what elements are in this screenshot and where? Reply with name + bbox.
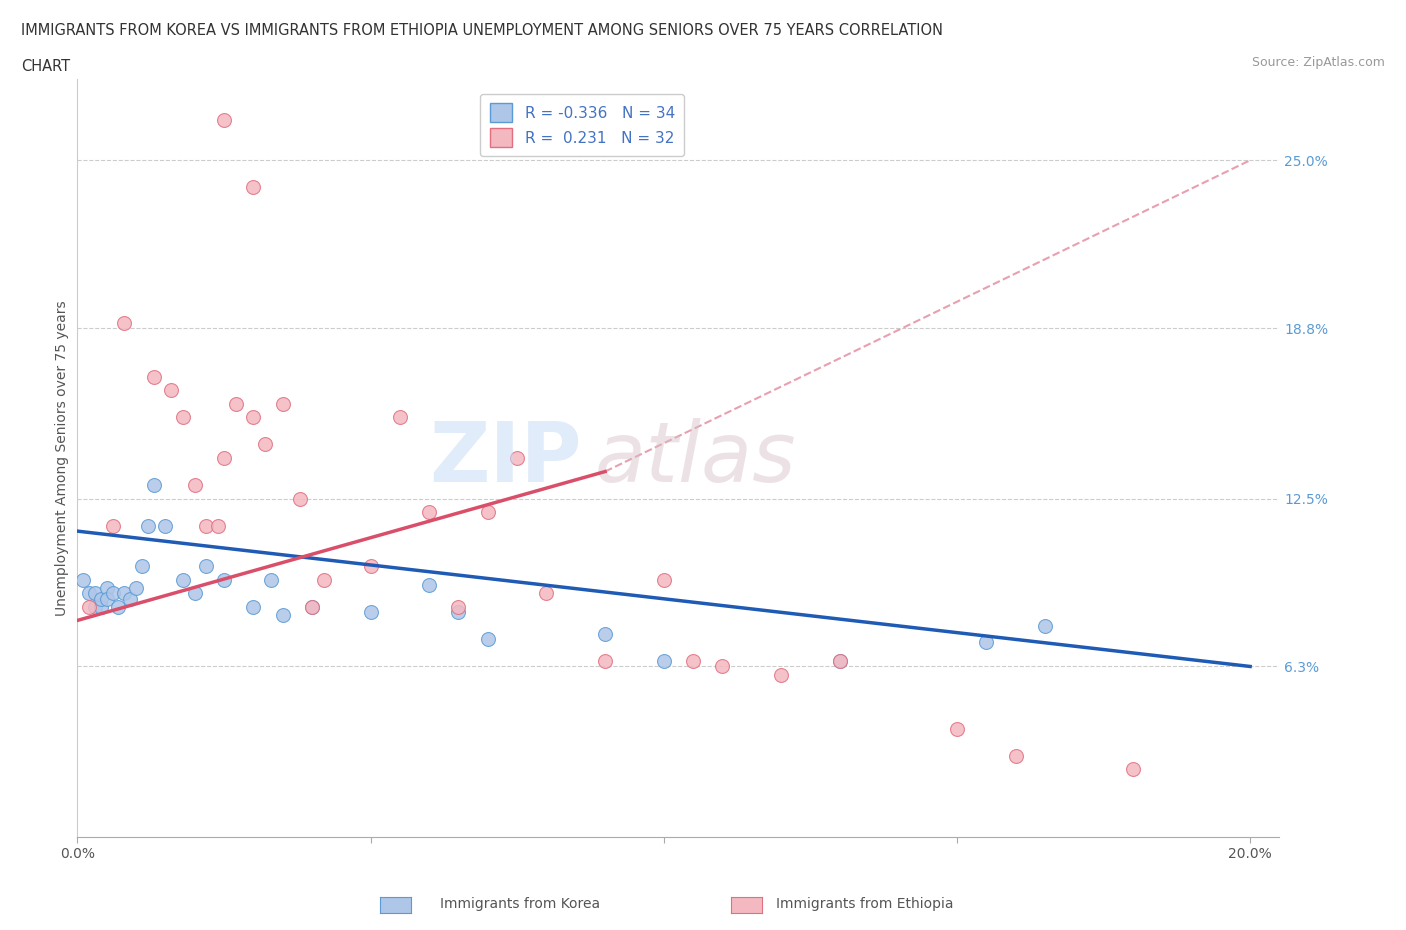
Point [271, 396, 294, 411]
Point [1004, 749, 1026, 764]
Point [125, 580, 148, 595]
Point [172, 410, 194, 425]
Point [225, 396, 247, 411]
Point [447, 604, 470, 619]
Point [301, 600, 323, 615]
Point [155, 518, 177, 533]
Text: IMMIGRANTS FROM KOREA VS IMMIGRANTS FROM ETHIOPIA UNEMPLOYMENT AMONG SENIORS OVE: IMMIGRANTS FROM KOREA VS IMMIGRANTS FROM… [21, 23, 943, 38]
Text: atlas: atlas [595, 418, 796, 498]
Point [212, 113, 235, 127]
Text: ZIP: ZIP [430, 418, 582, 498]
Point [260, 572, 283, 587]
Text: Immigrants from Ethiopia: Immigrants from Ethiopia [776, 897, 953, 911]
Point [477, 632, 499, 647]
Point [77, 586, 100, 601]
Point [112, 315, 135, 330]
Point [84, 600, 107, 615]
Y-axis label: Unemployment Among Seniors over 75 years: Unemployment Among Seniors over 75 years [55, 300, 69, 616]
Point [142, 478, 165, 493]
Point [682, 654, 704, 669]
Point [131, 559, 153, 574]
Point [195, 518, 218, 533]
Legend: R = -0.336   N = 34, R =  0.231   N = 32: R = -0.336 N = 34, R = 0.231 N = 32 [481, 94, 685, 156]
Point [360, 559, 382, 574]
Point [593, 654, 616, 669]
Point [974, 634, 997, 649]
Point [212, 451, 235, 466]
Point [242, 600, 264, 615]
Point [242, 410, 264, 425]
Point [477, 505, 499, 520]
Point [101, 518, 124, 533]
Point [90, 591, 112, 606]
Point [253, 437, 276, 452]
Point [172, 572, 194, 587]
Point [828, 654, 851, 669]
Point [288, 491, 311, 506]
Point [593, 627, 616, 642]
Point [107, 600, 129, 615]
Point [77, 600, 100, 615]
Point [84, 586, 107, 601]
Point [828, 654, 851, 669]
Point [301, 600, 323, 615]
Point [1033, 618, 1056, 633]
Point [312, 572, 335, 587]
Point [388, 410, 411, 425]
Point [136, 518, 159, 533]
Point [142, 369, 165, 384]
Point [72, 572, 94, 587]
Point [195, 559, 218, 574]
Point [96, 591, 118, 606]
Point [101, 586, 124, 601]
Point [271, 607, 294, 622]
Text: CHART: CHART [21, 59, 70, 73]
Point [769, 667, 792, 682]
Point [183, 478, 205, 493]
Point [447, 600, 470, 615]
Point [207, 518, 229, 533]
Point [506, 451, 529, 466]
Point [418, 578, 440, 592]
Point [96, 580, 118, 595]
Point [711, 659, 734, 674]
Point [536, 586, 558, 601]
Point [652, 572, 675, 587]
Point [360, 604, 382, 619]
Point [418, 505, 440, 520]
Point [946, 722, 969, 737]
Point [120, 591, 142, 606]
Point [90, 600, 112, 615]
Point [160, 383, 183, 398]
Point [183, 586, 205, 601]
Text: Immigrants from Korea: Immigrants from Korea [440, 897, 600, 911]
Point [242, 179, 264, 194]
Point [1122, 762, 1144, 777]
Point [112, 586, 135, 601]
Text: Source: ZipAtlas.com: Source: ZipAtlas.com [1251, 56, 1385, 69]
Point [212, 572, 235, 587]
Point [652, 654, 675, 669]
